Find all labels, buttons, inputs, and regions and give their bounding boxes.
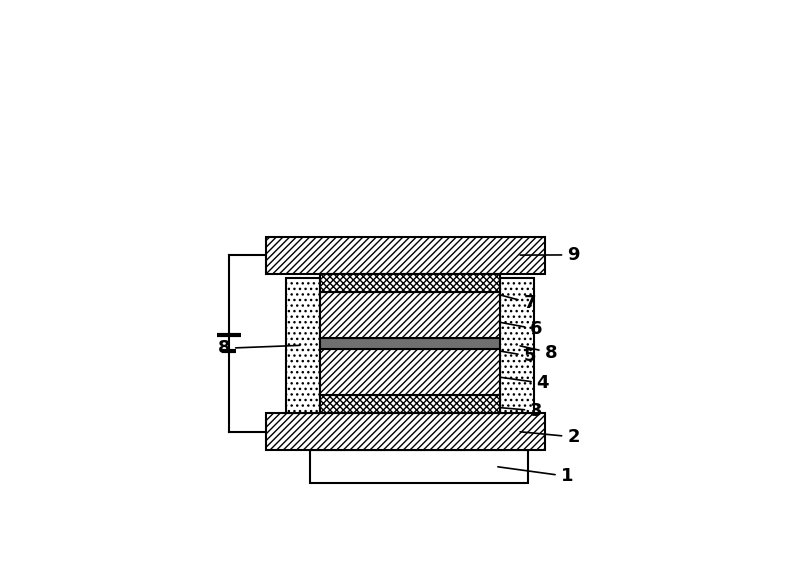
Text: 9: 9: [520, 246, 580, 264]
Bar: [500, 278, 534, 413]
Bar: [266, 413, 546, 450]
Text: 7: 7: [458, 284, 536, 312]
Bar: [286, 278, 320, 413]
Bar: [266, 236, 546, 274]
Bar: [320, 338, 500, 349]
Text: 5: 5: [458, 344, 536, 365]
Bar: [320, 274, 500, 292]
Text: 2: 2: [520, 428, 580, 446]
Text: 8: 8: [520, 344, 557, 362]
Text: 3: 3: [458, 402, 542, 420]
Bar: [310, 450, 528, 483]
Text: 8: 8: [218, 339, 300, 357]
Bar: [320, 395, 500, 413]
Text: 6: 6: [463, 315, 542, 338]
Bar: [320, 292, 500, 338]
Bar: [320, 349, 500, 395]
Text: 1: 1: [498, 467, 573, 485]
Text: 4: 4: [463, 372, 549, 392]
